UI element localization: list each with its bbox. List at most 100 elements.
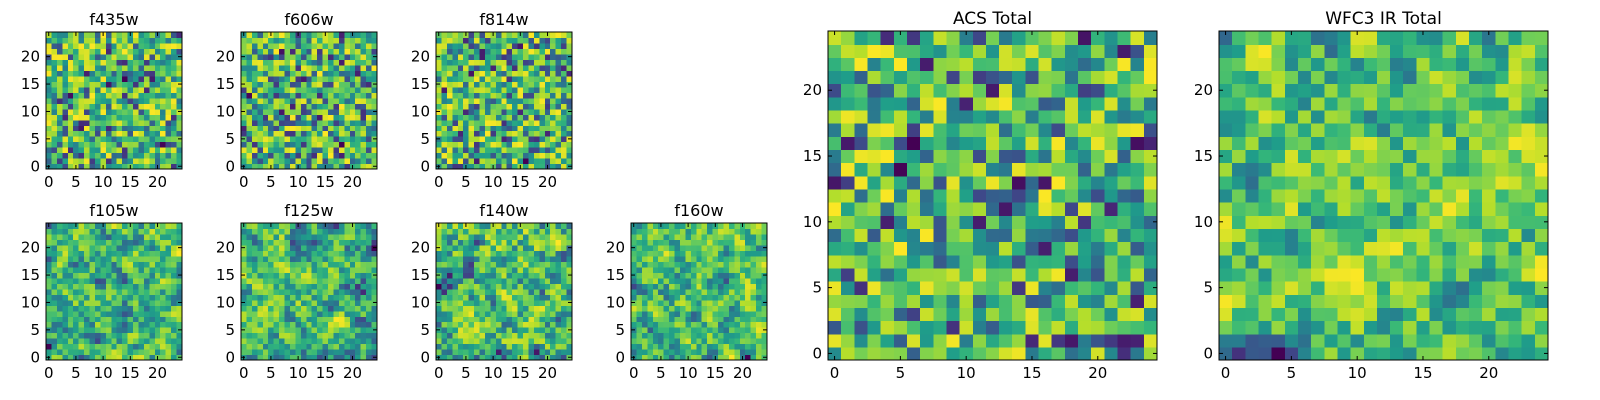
heatmap-cell [441, 272, 448, 279]
heatmap-cell [322, 294, 329, 301]
heatmap-cell [436, 233, 443, 241]
heatmap-cell [371, 305, 378, 312]
heatmap-cell [893, 307, 908, 322]
heatmap-cell [501, 233, 508, 241]
heatmap-cell [165, 103, 172, 110]
heatmap-cell [512, 261, 519, 268]
heatmap-cell [295, 141, 302, 148]
heatmap-cell [317, 239, 324, 246]
heatmap-cell [647, 277, 654, 284]
heatmap-cell [279, 233, 286, 241]
heatmap-cell [84, 48, 91, 55]
heatmap-cell [566, 338, 573, 345]
heatmap-cell [696, 354, 703, 361]
heatmap-cell [441, 119, 448, 126]
heatmap-cell [100, 283, 107, 290]
heatmap-cell [658, 261, 665, 268]
heatmap-cell [517, 97, 524, 104]
heatmap-cell [1025, 188, 1040, 203]
heatmap-cell [149, 228, 156, 235]
y-tick-label: 0 [225, 157, 235, 175]
heatmap-cell [176, 92, 183, 99]
heatmap-cell [728, 338, 735, 345]
heatmap-cell [366, 354, 373, 361]
heatmap-cell [457, 288, 464, 295]
heatmap-cell [251, 327, 258, 334]
heatmap-cell [1038, 307, 1053, 322]
heatmap-cell [528, 37, 535, 44]
heatmap-cell [1012, 320, 1026, 335]
heatmap-cell [641, 349, 648, 356]
heatmap-cell [154, 92, 161, 99]
heatmap-cell [311, 114, 318, 121]
heatmap-cell [246, 316, 253, 323]
heatmap-cells [436, 32, 573, 170]
heatmap-cell [317, 119, 324, 126]
heatmap-cell [756, 338, 763, 345]
heatmap-cell [550, 327, 557, 334]
heatmap-cell [51, 283, 58, 290]
heatmap-cell [712, 239, 719, 246]
heatmap-cell [495, 125, 502, 132]
heatmap-cell [284, 152, 291, 159]
heatmap-cell [355, 349, 362, 356]
heatmap-cell [344, 338, 351, 345]
heatmap-cell [89, 130, 96, 137]
heatmap-cell [176, 228, 183, 235]
heatmap-cell [512, 343, 519, 350]
heatmap-cell [495, 272, 502, 279]
heatmap-cell [452, 141, 459, 148]
heatmap-cell [566, 37, 573, 44]
heatmap-cell [51, 332, 58, 339]
heatmap-cell [1038, 346, 1053, 361]
heatmap-cell [311, 70, 318, 77]
heatmap-cell [251, 75, 258, 82]
heatmap-cell [56, 152, 63, 159]
heatmap-cell [555, 141, 562, 148]
heatmap-cell [333, 75, 340, 82]
heatmap-cell [171, 48, 178, 55]
heatmap-cell [663, 343, 670, 350]
heatmap-cell [1143, 320, 1158, 335]
heatmap-cell [295, 92, 302, 99]
heatmap-cell [328, 228, 335, 235]
heatmap-cell [360, 64, 367, 71]
heatmap-cell [262, 250, 269, 257]
heatmap-cell [133, 255, 140, 262]
heatmap-cell [544, 152, 551, 159]
heatmap-cell [479, 305, 486, 312]
heatmap-cell [322, 119, 329, 126]
heatmap-cell [317, 53, 324, 60]
heatmap-cell [349, 125, 356, 132]
heatmap-cell [160, 147, 167, 154]
heatmap-cell [262, 299, 269, 306]
heatmap-cell [143, 233, 150, 241]
heatmap-cell [311, 228, 318, 235]
heatmap-cell [523, 136, 530, 143]
heatmap-cell [441, 114, 448, 121]
heatmap-cell [452, 136, 459, 143]
heatmap-cell [561, 310, 568, 317]
heatmap-cell [56, 103, 63, 110]
heatmap-cell [84, 354, 91, 361]
heatmap-cell [149, 53, 156, 60]
heatmap-cell [745, 321, 752, 328]
heatmap-cell [355, 125, 362, 132]
heatmap-cell [154, 277, 161, 284]
heatmap-cell [306, 316, 313, 323]
heatmap-cell [495, 266, 502, 273]
heatmap-cell [355, 316, 362, 323]
heatmap-cell [62, 152, 69, 159]
heatmap-cell [920, 241, 934, 256]
y-tick-label: 5 [225, 321, 235, 339]
heatmap-cell [539, 299, 546, 306]
heatmap-cell [78, 354, 85, 361]
heatmap-cell [495, 136, 502, 143]
heatmap-cell [300, 310, 307, 317]
heatmap-cell [171, 255, 178, 262]
heatmap-cell [105, 108, 112, 115]
heatmap-cell [761, 332, 768, 339]
heatmap-cell [360, 299, 367, 306]
heatmap-cell [544, 119, 551, 126]
heatmap-cell [333, 163, 340, 170]
